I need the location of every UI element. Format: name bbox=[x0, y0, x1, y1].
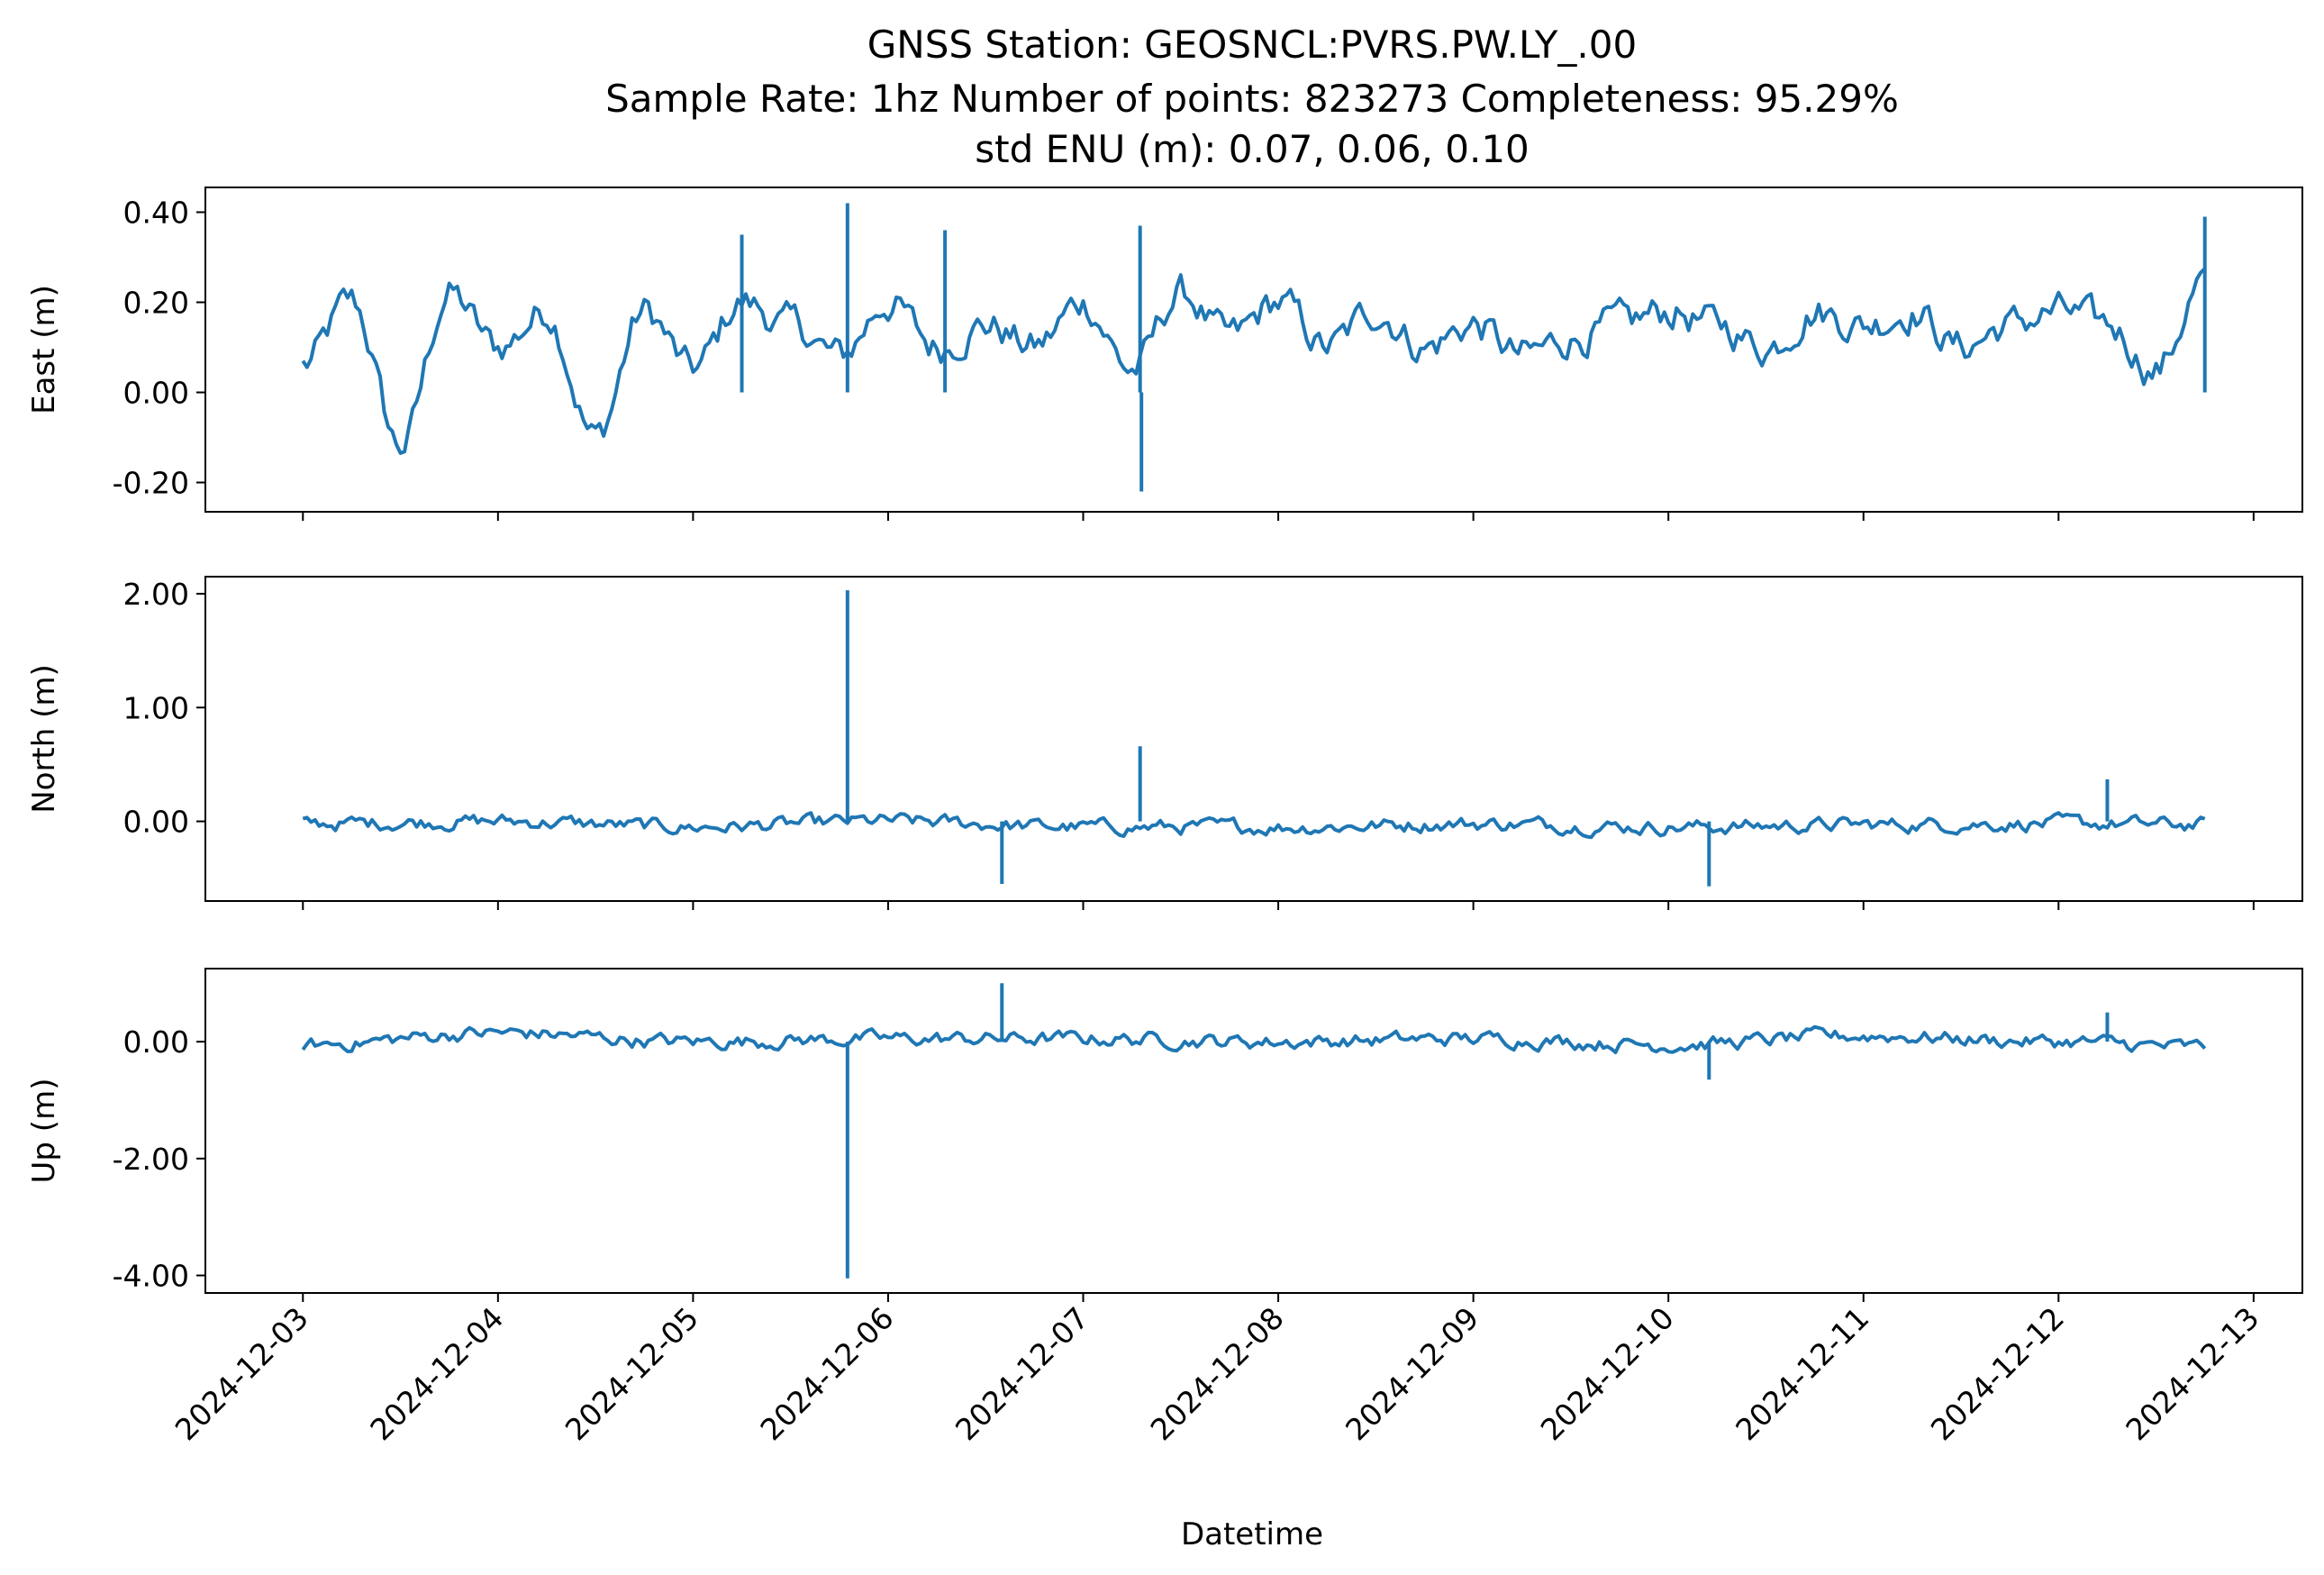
up-y-axis-label: Up (m) bbox=[26, 1079, 62, 1184]
chart-title: GNSS Station: GEOSNCL:PVRS.PW.LY_.00 Sam… bbox=[605, 23, 1899, 171]
up-ytick-label-1: -2.00 bbox=[113, 1142, 189, 1177]
east-axes-frame bbox=[204, 187, 2303, 513]
east-ytick-label-3: 0.40 bbox=[123, 196, 189, 231]
north-axes-frame bbox=[204, 576, 2303, 902]
up-series-line bbox=[301, 1024, 2207, 1054]
x-axis-label: Datetime bbox=[1181, 1516, 1323, 1552]
east-series-line bbox=[301, 267, 2207, 455]
up-ytick-label-2: 0.00 bbox=[123, 1024, 189, 1060]
north-series-line bbox=[302, 811, 2206, 840]
east-ytick-label-2: 0.20 bbox=[123, 286, 189, 321]
up-axes-frame bbox=[204, 968, 2303, 1294]
east-y-axis-label: East (m) bbox=[26, 285, 62, 414]
north-ytick-label-1: 1.00 bbox=[123, 690, 189, 725]
north-ytick-label-0: 0.00 bbox=[123, 805, 189, 840]
north-y-axis-label: North (m) bbox=[26, 664, 62, 814]
north-panel: 0.00 1.00 2.00 North (m) bbox=[26, 576, 2303, 910]
title-line-1: GNSS Station: GEOSNCL:PVRS.PW.LY_.00 bbox=[867, 23, 1637, 67]
title-line-3: std ENU (m): 0.07, 0.06, 0.10 bbox=[975, 127, 1530, 171]
up-ytick-label-0: -4.00 bbox=[113, 1259, 189, 1294]
east-panel: -0.20 0.00 0.20 0.40 East (m) bbox=[26, 187, 2303, 521]
title-line-2: Sample Rate: 1hz Number of points: 82327… bbox=[605, 77, 1899, 121]
east-ytick-label-0: -0.20 bbox=[113, 466, 189, 501]
east-ytick-label-1: 0.00 bbox=[123, 376, 189, 411]
north-ytick-label-2: 2.00 bbox=[123, 577, 189, 612]
